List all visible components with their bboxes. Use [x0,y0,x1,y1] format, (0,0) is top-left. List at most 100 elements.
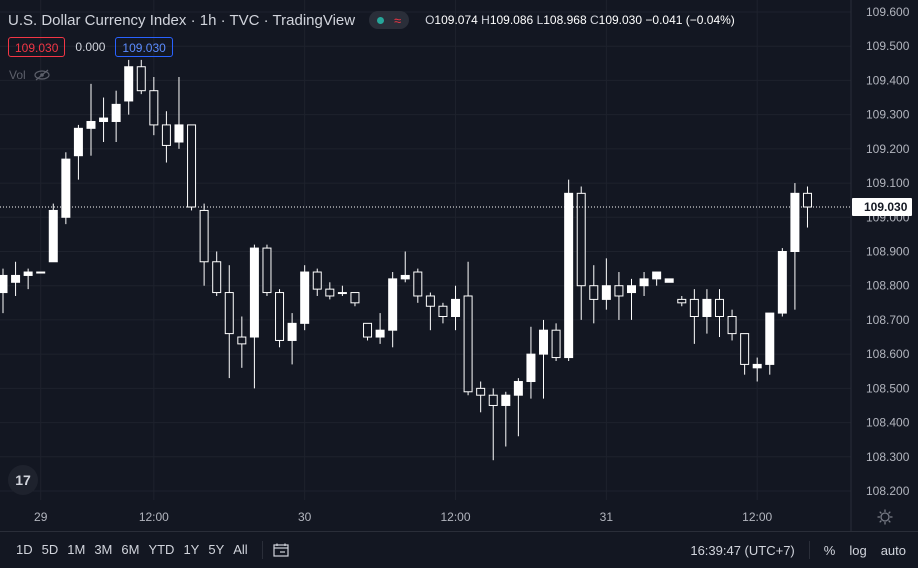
candle-body-up [539,329,549,355]
candle-body-down [275,292,285,341]
candle-body-down [187,124,197,208]
candle-body-up [777,251,787,314]
range-1y[interactable]: 1Y [183,542,200,557]
eye-hidden-icon[interactable] [34,69,50,81]
time-axis: 29 12:00 30 12:00 31 12:00 [34,510,773,524]
sell-price-box[interactable]: 109.030 [8,37,66,57]
candle [689,289,699,344]
time-tick-label: 29 [34,510,48,524]
candle [513,378,523,437]
range-6m[interactable]: 6M [121,542,140,557]
candle-body-up [249,247,259,338]
candle [539,319,549,399]
buy-price-box[interactable]: 109.030 [115,37,173,57]
candle [174,77,184,149]
volume-label: Vol [9,68,26,82]
candle [589,265,599,324]
candle [312,268,322,296]
candle [740,333,750,375]
candle [488,388,498,461]
gear-icon[interactable] [876,508,894,526]
candle-body-up [61,158,71,218]
candle [287,313,297,365]
candle [664,278,674,283]
candle-body-up [664,278,674,283]
bottom-toolbar: 1D 5D 1M 3M 6M YTD 1Y 5Y All 16:39:47 (U… [0,531,918,567]
clock-time[interactable]: 16:39:47 (UTC+7) [690,542,795,558]
range-1d[interactable]: 1D [16,542,33,557]
candle [551,323,561,361]
candle-body-up [36,271,46,274]
candles [0,59,812,461]
candle [400,251,410,283]
candle [73,124,83,180]
candle [0,268,8,314]
candle-body-up [702,298,712,318]
range-all[interactable]: All [233,542,248,557]
candle [99,97,109,143]
candle [727,309,737,341]
candle-body-down [262,247,272,294]
candle [501,391,511,447]
time-tick-label: 31 [600,510,614,524]
candle-body-down [413,271,423,297]
candle-body-up [526,353,536,383]
range-1m[interactable]: 1M [67,542,86,557]
market-status-pill[interactable]: ≈ [369,11,410,29]
candle [526,326,536,399]
legend-header: U.S. Dollar Currency Index · 1h · TVC · … [8,10,735,30]
time-tick-label: 12:00 [441,510,471,524]
price-axis: 109.600 109.500 109.400 109.300 109.200 109.1… [866,5,910,498]
price-tick-label: 108.200 [866,484,910,498]
candle-body-up [652,271,662,280]
candle-body-up [765,312,775,365]
candle-body-down [727,316,737,335]
range-3m[interactable]: 3M [94,542,113,557]
price-tick-label: 109.300 [866,108,910,122]
candle [337,285,347,296]
last-price-value: 109.030 [864,200,908,214]
candle [187,124,197,211]
candle-body-up [86,120,96,129]
range-5d[interactable]: 5D [41,542,59,557]
candle-body-down [463,295,473,393]
calendar-range-icon[interactable] [273,543,289,557]
candle-body-down [136,66,146,92]
candle-body-up [375,329,385,338]
candle-body-down [689,298,699,318]
spread-value: 0.000 [75,40,106,54]
grid-lines [0,0,851,500]
log-scale-button[interactable]: log [849,542,867,558]
volume-indicator[interactable]: Vol [9,68,50,82]
candle [111,90,121,143]
candle-body-down [199,209,209,263]
candle-body-up [601,285,611,300]
candle-body-up [99,117,109,122]
candle-body-up [73,127,83,157]
candle-body-up [11,274,21,283]
candle [275,289,285,348]
candle [363,322,373,341]
candle [476,381,486,413]
bid-ask-row: 109.030 0.000 109.030 [8,37,173,57]
candle [61,152,71,225]
candle [86,83,96,156]
time-tick-label: 30 [298,510,312,524]
percent-scale-button[interactable]: % [823,542,836,558]
candle-body-down [614,285,624,297]
range-ytd[interactable]: YTD [148,542,175,557]
candle [463,261,473,396]
candle-body-up [400,274,410,280]
symbol-title[interactable]: U.S. Dollar Currency Index · 1h · TVC · … [8,11,356,29]
candle [425,292,435,331]
candle [790,183,800,310]
candle-body-down [740,333,750,365]
candle [36,271,46,274]
tradingview-logo-icon[interactable]: 17 [8,465,38,495]
candle [11,261,21,296]
ohlc-values: O109.074 H109.086 L108.968 C109.030 −0.0… [425,13,735,27]
auto-scale-button[interactable]: auto [880,542,906,558]
range-5y[interactable]: 5Y [208,542,225,557]
candle [325,282,335,300]
